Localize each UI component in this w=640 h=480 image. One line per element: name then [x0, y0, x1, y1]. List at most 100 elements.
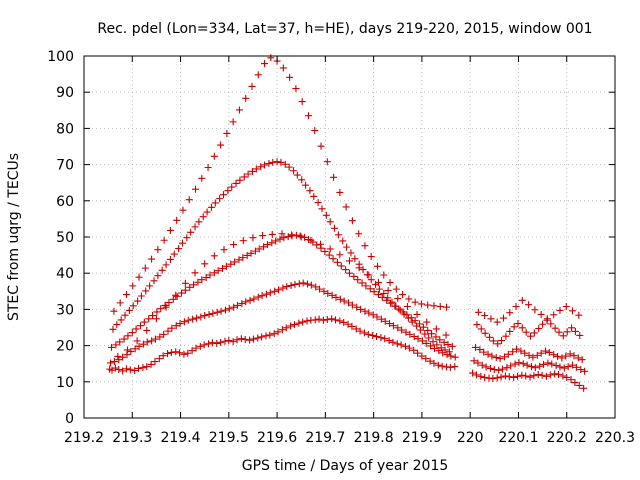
data-point: [157, 305, 165, 313]
data-point: [277, 158, 285, 166]
data-point: [202, 274, 210, 282]
data-point: [554, 352, 562, 360]
data-point: [149, 312, 157, 320]
data-point: [168, 324, 176, 332]
data-point: [570, 352, 578, 360]
data-point: [239, 254, 247, 262]
data-point: [198, 174, 206, 182]
data-point: [547, 320, 555, 328]
data-point: [393, 340, 401, 348]
data-point: [369, 311, 377, 319]
data-point: [318, 205, 326, 213]
data-point: [310, 192, 318, 200]
data-point: [173, 292, 181, 300]
data-point: [413, 322, 421, 330]
data-point: [135, 364, 143, 372]
data-point: [336, 295, 344, 303]
data-point: [192, 185, 200, 193]
data-point: [507, 362, 515, 370]
data-point: [311, 127, 319, 135]
data-point: [403, 311, 411, 319]
data-point: [231, 258, 239, 266]
data-point: [366, 285, 374, 293]
data-point: [543, 315, 551, 323]
data-point: [278, 230, 286, 238]
data-point: [350, 272, 358, 280]
data-point: [313, 241, 321, 249]
data-point: [298, 98, 306, 106]
data-point: [418, 352, 426, 360]
data-point: [539, 320, 547, 328]
data-point: [125, 306, 133, 314]
data-point: [295, 280, 303, 288]
data-point: [575, 311, 583, 319]
data-point: [481, 373, 489, 381]
data-point: [384, 294, 392, 302]
data-point: [373, 313, 381, 321]
data-point: [375, 285, 383, 293]
data-point: [425, 334, 433, 342]
data-point: [380, 271, 388, 279]
data-point: [114, 352, 122, 360]
data-point: [239, 237, 247, 245]
data-point: [287, 282, 295, 290]
data-point: [340, 318, 348, 326]
data-point: [451, 363, 459, 371]
data-point: [362, 282, 370, 290]
data-point: [411, 298, 419, 306]
axis-ticks: [83, 55, 616, 419]
data-point: [297, 233, 305, 241]
data-point: [413, 310, 421, 318]
y-tick-label: 10: [56, 375, 74, 391]
data-point: [109, 325, 117, 333]
data-point: [530, 372, 538, 380]
data-point: [548, 360, 556, 368]
data-point: [394, 295, 402, 303]
data-point: [178, 239, 186, 247]
data-point: [555, 371, 563, 379]
data-point: [405, 344, 413, 352]
data-point: [276, 235, 284, 243]
y-tick-label: 100: [47, 49, 74, 65]
data-point: [172, 291, 180, 299]
data-point: [137, 292, 145, 300]
data-point: [348, 217, 356, 225]
data-point: [537, 310, 545, 318]
data-point: [213, 308, 221, 316]
data-point: [198, 276, 206, 284]
data-point: [394, 324, 402, 332]
data-point: [129, 302, 137, 310]
data-point: [531, 306, 539, 314]
data-point: [131, 345, 139, 353]
data-point: [560, 364, 568, 372]
data-point: [340, 297, 348, 305]
data-point: [564, 363, 572, 371]
data-point: [293, 171, 301, 179]
data-point: [172, 348, 180, 356]
data-point: [389, 338, 397, 346]
data-point: [124, 332, 132, 340]
data-point: [437, 344, 445, 352]
data-point: [268, 239, 276, 247]
data-point: [386, 320, 394, 328]
data-point: [205, 340, 213, 348]
data-point: [351, 255, 359, 263]
data-point: [156, 333, 164, 341]
data-point: [160, 236, 168, 244]
data-point: [117, 316, 125, 324]
data-point: [227, 260, 235, 268]
data-point: [299, 318, 307, 326]
data-point: [518, 324, 526, 332]
data-point: [136, 322, 144, 330]
data-point: [438, 362, 446, 370]
data-point: [498, 337, 506, 345]
data-point: [185, 196, 193, 204]
data-point: [191, 269, 199, 277]
data-point: [329, 255, 337, 263]
data-point: [230, 241, 238, 249]
data-point: [162, 261, 170, 269]
x-axis-tick-labels: 219.2 219.3 219.4 219.5 219.6 219.7 219.8 219.9…: [64, 430, 635, 446]
data-point: [384, 287, 392, 295]
data-point: [545, 348, 553, 356]
data-point: [225, 337, 233, 345]
